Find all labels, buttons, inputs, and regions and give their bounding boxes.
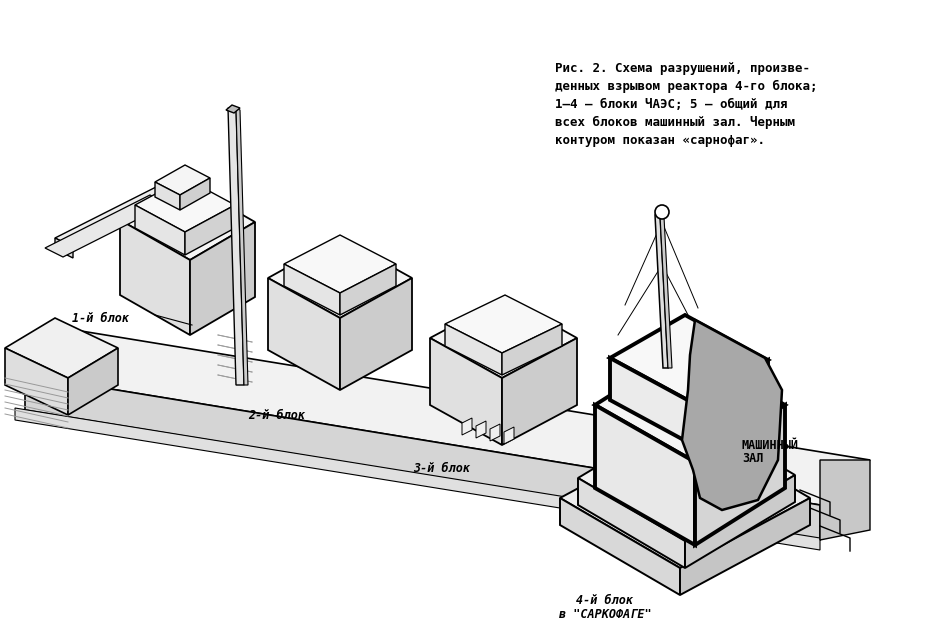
Text: всех блоков машинный зал. Черным: всех блоков машинный зал. Черным: [555, 116, 795, 129]
Polygon shape: [120, 220, 190, 335]
Polygon shape: [504, 427, 514, 444]
Text: в "САРКОФАГЕ": в "САРКОФАГЕ": [558, 608, 651, 620]
Polygon shape: [68, 348, 118, 415]
Polygon shape: [476, 421, 486, 438]
Polygon shape: [5, 348, 68, 415]
Polygon shape: [682, 320, 782, 510]
Polygon shape: [190, 222, 255, 335]
Polygon shape: [120, 182, 255, 260]
Polygon shape: [595, 405, 695, 545]
Text: денных взрывом реактора 4-го блока;: денных взрывом реактора 4-го блока;: [555, 80, 818, 93]
Polygon shape: [55, 238, 73, 258]
Polygon shape: [5, 318, 118, 378]
Polygon shape: [655, 215, 668, 368]
Polygon shape: [45, 195, 168, 257]
Polygon shape: [135, 205, 185, 255]
Polygon shape: [610, 315, 768, 403]
Polygon shape: [226, 105, 240, 113]
Polygon shape: [25, 375, 820, 540]
Polygon shape: [135, 178, 235, 232]
Polygon shape: [430, 338, 502, 445]
Polygon shape: [185, 205, 235, 255]
Polygon shape: [228, 108, 244, 385]
Polygon shape: [610, 358, 693, 445]
Polygon shape: [340, 264, 396, 315]
Polygon shape: [490, 424, 500, 441]
Polygon shape: [560, 498, 680, 595]
Polygon shape: [445, 324, 502, 375]
Polygon shape: [268, 278, 340, 390]
Text: 1-й блок: 1-й блок: [72, 311, 129, 325]
Text: 4-й блок: 4-й блок: [576, 594, 634, 606]
Polygon shape: [236, 108, 248, 385]
Polygon shape: [445, 295, 562, 353]
Text: Рис. 2. Схема разрушений, произве-: Рис. 2. Схема разрушений, произве-: [555, 62, 810, 75]
Polygon shape: [578, 478, 685, 568]
Polygon shape: [284, 235, 396, 293]
Polygon shape: [693, 360, 768, 445]
Polygon shape: [680, 498, 810, 595]
Text: ЗАЛ: ЗАЛ: [742, 452, 763, 465]
Text: 3-й блок: 3-й блок: [413, 461, 470, 475]
Polygon shape: [430, 298, 577, 378]
Polygon shape: [695, 405, 785, 545]
Polygon shape: [595, 348, 785, 462]
Circle shape: [655, 205, 669, 219]
Polygon shape: [155, 165, 210, 195]
Text: контуром показан «сарнофаг».: контуром показан «сарнофаг».: [555, 134, 765, 147]
Polygon shape: [25, 330, 870, 505]
Polygon shape: [284, 264, 340, 315]
Polygon shape: [268, 238, 412, 318]
Polygon shape: [462, 418, 472, 435]
Polygon shape: [502, 338, 577, 445]
Polygon shape: [560, 428, 810, 568]
Polygon shape: [180, 178, 210, 210]
Text: МАШИННЫЙ: МАШИННЫЙ: [742, 438, 799, 452]
Polygon shape: [502, 324, 562, 375]
Polygon shape: [685, 475, 795, 568]
Polygon shape: [660, 215, 672, 368]
Polygon shape: [340, 278, 412, 390]
Text: 2-й блок: 2-й блок: [248, 408, 305, 422]
Text: 1—4 — блоки ЧАЭС; 5 — общий для: 1—4 — блоки ЧАЭС; 5 — общий для: [555, 98, 788, 111]
Polygon shape: [15, 408, 820, 550]
Polygon shape: [820, 460, 870, 540]
Polygon shape: [155, 182, 180, 210]
Polygon shape: [55, 185, 178, 247]
Polygon shape: [578, 412, 795, 541]
